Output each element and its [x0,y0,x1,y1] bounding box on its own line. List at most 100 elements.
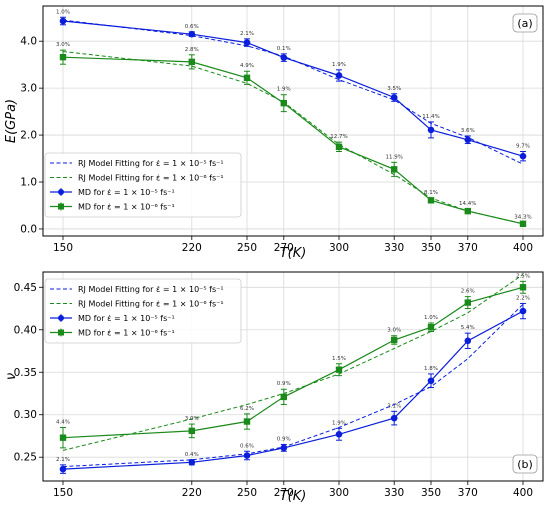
data-point [243,74,251,82]
data-label: 0.9% [277,381,291,387]
x-tick-label: 300 [329,242,349,254]
data-point [188,427,195,435]
data-label: 2.1% [240,31,254,37]
data-label: 3.6% [461,128,475,134]
fit-line [62,303,524,468]
data-label: 1.5% [332,356,346,362]
y-axis-label: ν [4,373,19,380]
data-label: 4.4% [56,419,70,425]
x-tick-label: 370 [458,487,478,499]
data-point [188,459,196,466]
data-point [519,220,527,227]
data-point [519,152,527,160]
plot-frame [42,271,544,482]
legend-entry: RJ Model Fitting for ε̇ = 1 × 10⁻⁵ fs⁻¹ [78,285,224,294]
data-label: 3.0% [387,328,401,334]
x-tick-label: 350 [421,242,441,254]
data-point [519,284,527,291]
data-label: 2.8% [185,47,199,53]
data-label: 14.4% [459,201,476,207]
legend-marker [58,315,64,321]
panel-label-box [512,454,538,474]
data-point [188,30,196,38]
data-point [280,444,288,452]
y-tick-label: 4.0 [20,36,37,48]
x-tick-label: 300 [329,487,349,499]
data-point [390,94,398,101]
data-label: 2.1% [56,457,70,463]
x-tick-label: 250 [237,487,257,499]
data-point [59,465,67,473]
x-tick-label: 350 [421,487,441,499]
x-tick-label: 150 [53,487,73,499]
x-tick-label: 270 [274,487,294,499]
data-point [280,54,288,61]
x-tick-label: 370 [458,242,478,254]
data-point [335,143,343,151]
data-label: 1.9% [332,420,346,426]
y-tick-label: 0.25 [14,452,37,464]
x-tick-label: 330 [384,487,404,499]
data-point [188,58,195,66]
panel-b: 150 220 250 270 300 330 350 370 400 0.25 0.30 0.35 0… [4,271,544,504]
legend-box [44,152,242,218]
data-label: 1.9% [332,62,346,68]
legend-marker [58,329,64,336]
y-tick-label: 0.30 [14,409,37,421]
data-label: 0.9% [277,436,291,442]
x-tick-label: 270 [274,242,294,254]
data-point [427,126,435,134]
data-label: 3.1% [387,403,401,409]
data-point [390,414,398,422]
data-point [335,366,343,373]
data-label: 12.7% [330,134,347,140]
panel-a: 150 220 250 270 300 330 350 370 400 0.0 1.0 2.0 3.0 4… [4,5,544,261]
x-axis-label: T(K) [280,489,307,504]
data-point [391,336,398,344]
legend-entry: MD for ε̇ = 1 × 10⁻⁶ fs⁻¹ [78,328,175,337]
data-point [335,430,343,438]
data-point [519,307,527,315]
data-label: 1.0% [424,315,438,321]
y-tick-label: 3.0 [20,83,37,95]
data-point [243,452,251,459]
data-point [59,53,67,61]
data-point [427,324,435,331]
data-label: 3.5% [387,86,401,92]
panel-label-box [512,13,538,33]
y-tick-label: 0.40 [14,324,37,336]
y-tick-label: 1.0 [20,177,37,189]
panel-label: (b) [517,458,533,471]
data-label: 9.7% [516,144,530,150]
data-label: 34.3% [514,214,531,220]
legend-marker [58,189,64,195]
data-label: 3.0% [185,416,199,422]
fit-line [62,19,524,165]
data-label: 1.0% [56,9,70,15]
data-point [464,207,471,215]
data-label: 2.2% [516,295,530,301]
legend-entry: RJ Model Fitting for ε̇ = 1 × 10⁻⁶ fs⁻¹ [78,299,224,308]
data-label: 6.2% [240,406,254,412]
data-point [59,434,67,441]
data-point [464,136,472,144]
data-point [280,99,287,107]
legend-entry: MD for ε̇ = 1 × 10⁻⁵ fs⁻¹ [78,314,175,323]
y-tick-label: 0.35 [14,367,37,379]
data-point [464,337,472,345]
legend-entry: RJ Model Fitting for ε̇ = 1 × 10⁻⁶ fs⁻¹ [78,173,224,182]
data-label: 8.1% [424,190,438,196]
data-point [243,39,251,46]
data-label: 11.4% [422,114,439,120]
y-tick-label: 0.45 [14,282,37,294]
data-label: 0.4% [185,452,199,458]
data-label: 11.9% [385,154,402,160]
data-point [427,377,435,385]
fit-line [62,51,524,225]
data-label: 5.4% [461,325,475,331]
data-label: 1.8% [424,366,438,372]
data-point [427,197,435,204]
data-point [335,72,343,79]
legend-marker [58,203,64,210]
